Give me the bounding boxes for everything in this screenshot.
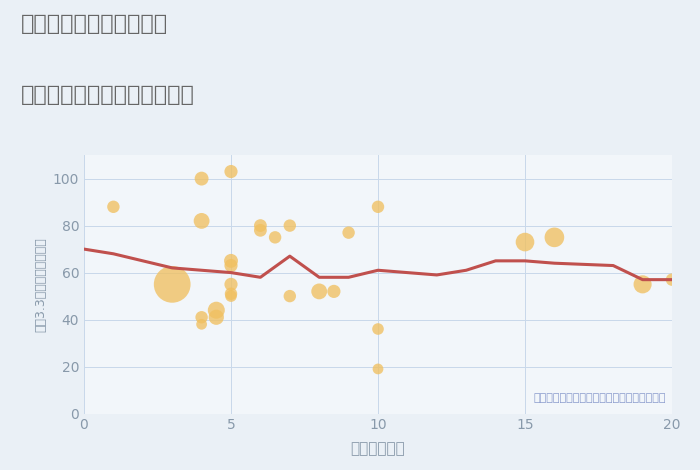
Point: [255, 222, 266, 229]
Point: [255, 227, 266, 234]
Point: [314, 288, 325, 295]
Point: [167, 281, 178, 288]
X-axis label: 駅距離（分）: 駅距離（分）: [351, 441, 405, 456]
Point: [270, 234, 281, 241]
Point: [372, 325, 384, 333]
Point: [211, 306, 222, 314]
Point: [225, 290, 237, 298]
Point: [637, 281, 648, 288]
Point: [108, 203, 119, 211]
Point: [343, 229, 354, 236]
Point: [549, 234, 560, 241]
Point: [284, 222, 295, 229]
Text: 三重県松阪市西黒部町の: 三重県松阪市西黒部町の: [21, 14, 168, 34]
Point: [225, 281, 237, 288]
Point: [666, 276, 678, 283]
Point: [284, 292, 295, 300]
Point: [196, 313, 207, 321]
Point: [225, 292, 237, 300]
Point: [372, 365, 384, 373]
Point: [225, 168, 237, 175]
Point: [328, 288, 339, 295]
Point: [225, 262, 237, 269]
Point: [225, 257, 237, 265]
Text: 駅距離別中古マンション価格: 駅距離別中古マンション価格: [21, 85, 195, 105]
Point: [196, 321, 207, 328]
Text: 円の大きさは、取引のあった物件面積を示す: 円の大きさは、取引のあった物件面積を示す: [533, 393, 666, 403]
Point: [211, 313, 222, 321]
Point: [519, 238, 531, 246]
Point: [372, 203, 384, 211]
Y-axis label: 平（3.3㎡）単価（万円）: 平（3.3㎡）単価（万円）: [34, 237, 47, 332]
Point: [196, 175, 207, 182]
Point: [196, 217, 207, 225]
